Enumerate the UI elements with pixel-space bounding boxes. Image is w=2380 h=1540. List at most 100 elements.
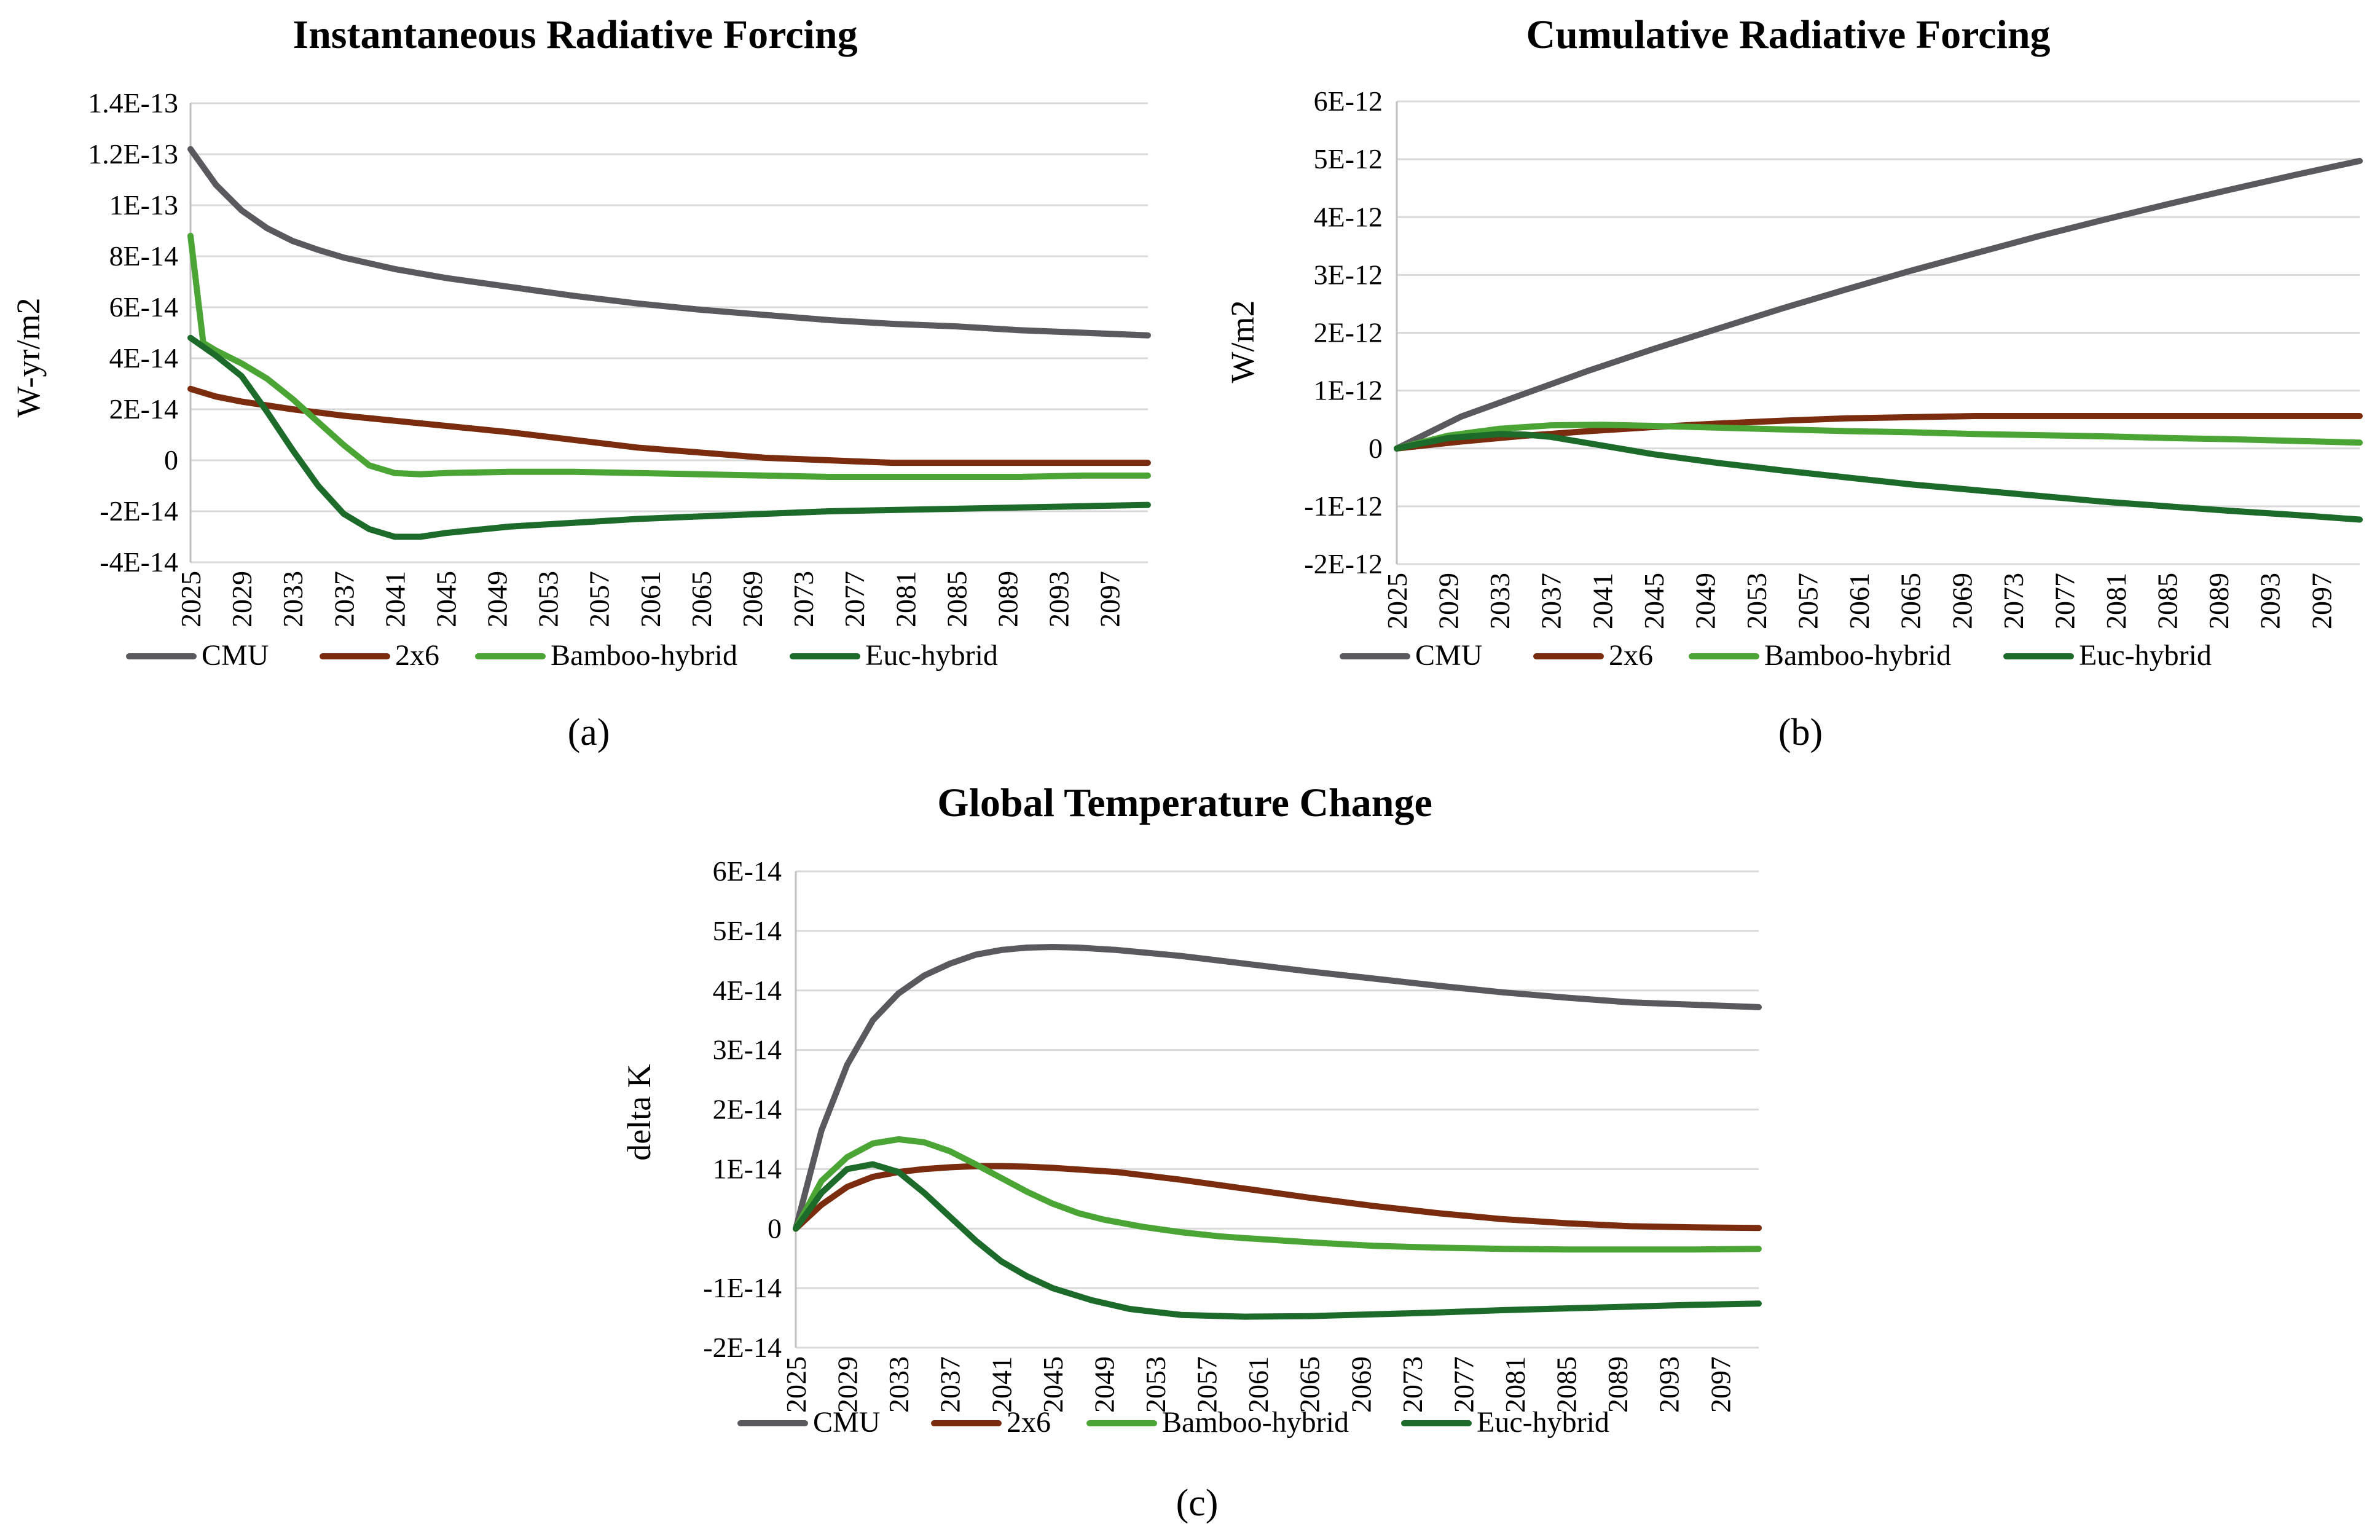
x-tick-label: 2057 bbox=[1192, 1356, 1223, 1413]
chart-title: Global Temperature Change bbox=[937, 780, 1432, 825]
x-tick-label: 2097 bbox=[2306, 573, 2337, 629]
x-tick-label: 2085 bbox=[2152, 573, 2183, 629]
x-tick-label: 2029 bbox=[832, 1356, 863, 1413]
x-tick-label: 2069 bbox=[1946, 573, 1977, 629]
legend-label-cmu: CMU bbox=[813, 1406, 880, 1439]
y-tick-label: -2E-12 bbox=[1304, 548, 1383, 579]
x-tick-label: 2061 bbox=[635, 571, 666, 627]
x-tick-label: 2097 bbox=[1705, 1356, 1736, 1413]
y-tick-label: 6E-12 bbox=[1314, 85, 1383, 117]
y-tick-label: -1E-14 bbox=[703, 1272, 782, 1303]
x-tick-label: 2077 bbox=[1448, 1356, 1479, 1413]
legend-label-cmu: CMU bbox=[202, 639, 269, 672]
x-tick-label: 2025 bbox=[175, 571, 206, 627]
y-tick-label: 6E-14 bbox=[713, 855, 782, 887]
x-tick-label: 2093 bbox=[1654, 1356, 1685, 1413]
y-tick-label: 5E-12 bbox=[1314, 143, 1383, 175]
y-axis-title: W-yr/m2 bbox=[10, 298, 47, 418]
x-tick-label: 2025 bbox=[1381, 573, 1413, 629]
y-tick-label: -4E-14 bbox=[100, 546, 178, 578]
series-line-2x6 bbox=[793, 1163, 1762, 1232]
series-line-2x6 bbox=[187, 385, 1151, 466]
legend-label-2x6: 2x6 bbox=[1609, 639, 1653, 672]
x-tick-label: 2081 bbox=[890, 571, 921, 627]
legend-label-2x6: 2x6 bbox=[1007, 1406, 1051, 1439]
x-tick-label: 2049 bbox=[1689, 573, 1721, 629]
x-tick-label: 2033 bbox=[277, 571, 308, 627]
y-tick-label: 8E-14 bbox=[109, 240, 178, 272]
x-tick-label: 2033 bbox=[1484, 573, 1515, 629]
x-tick-label: 2045 bbox=[1638, 573, 1670, 629]
x-tick-label: 2073 bbox=[1397, 1356, 1428, 1413]
chart-global-temperature-change: Global Temperature Change delta K 6E-14 5… bbox=[621, 780, 1762, 1524]
legend-label-euc-hybrid: Euc-hybrid bbox=[2079, 639, 2212, 672]
series-line-euc-hybrid bbox=[187, 334, 1151, 540]
legend: CMU 2x6 Bamboo-hybrid Euc-hybrid bbox=[126, 639, 998, 672]
y-tick-label: 1E-14 bbox=[713, 1153, 782, 1184]
series-line-bamboo-hybrid bbox=[793, 1136, 1762, 1253]
y-tick-label: 0 bbox=[768, 1212, 782, 1244]
series-line-cmu bbox=[187, 146, 1151, 339]
x-tick-label: 2029 bbox=[1433, 573, 1464, 629]
legend-label-bamboo-hybrid: Bamboo-hybrid bbox=[1764, 639, 1951, 672]
legend-label-euc-hybrid: Euc-hybrid bbox=[865, 639, 998, 672]
x-tick-label: 2081 bbox=[2100, 573, 2132, 629]
y-tick-label: 0 bbox=[164, 444, 178, 476]
plot-area: 6E-14 5E-14 4E-14 3E-14 2E-14 1E-14 0 -1E-14 -2E… bbox=[703, 855, 1762, 1413]
x-tick-label: 2061 bbox=[1844, 573, 1875, 629]
x-tick-label: 2097 bbox=[1094, 571, 1126, 627]
x-tick-label: 2081 bbox=[1499, 1356, 1531, 1413]
series-line-cmu bbox=[1394, 157, 2363, 452]
y-tick-label: 2E-14 bbox=[109, 393, 178, 425]
chart-cumulative-radiative-forcing: Cumulative Radiative Forcing W/m2 6E-12 5… bbox=[1224, 12, 2363, 753]
x-tick-label: 2037 bbox=[935, 1356, 966, 1413]
x-tick-label: 2037 bbox=[1536, 573, 1567, 629]
chart-title: Instantaneous Radiative Forcing bbox=[293, 12, 857, 57]
x-tick-label: 2077 bbox=[2049, 573, 2080, 629]
x-tick-label: 2045 bbox=[1037, 1356, 1069, 1413]
x-tick-label: 2069 bbox=[737, 571, 768, 627]
x-tick-label: 2029 bbox=[226, 571, 257, 627]
series-line-euc-hybrid bbox=[1394, 431, 2363, 523]
y-tick-label: -1E-12 bbox=[1304, 490, 1383, 522]
x-tick-label: 2065 bbox=[686, 571, 717, 627]
panel-label: (a) bbox=[568, 712, 610, 753]
x-tick-label: 2053 bbox=[1741, 573, 1772, 629]
x-tick-label: 2053 bbox=[533, 571, 564, 627]
series-line-cmu bbox=[793, 944, 1762, 1232]
legend-label-cmu: CMU bbox=[1415, 639, 1482, 672]
x-tick-label: 2089 bbox=[1602, 1356, 1633, 1413]
chart-title: Cumulative Radiative Forcing bbox=[1526, 12, 2050, 57]
y-tick-label: -2E-14 bbox=[100, 495, 178, 527]
legend-label-euc-hybrid: Euc-hybrid bbox=[1477, 1406, 1609, 1439]
panel-label: (b) bbox=[1778, 712, 1823, 753]
y-axis-title: W/m2 bbox=[1224, 301, 1261, 383]
x-tick-label: 2057 bbox=[584, 571, 615, 627]
y-tick-label: 2E-14 bbox=[713, 1094, 782, 1125]
series-line-bamboo-hybrid bbox=[1394, 422, 2363, 452]
panel-label: (c) bbox=[1176, 1482, 1219, 1524]
y-tick-label: 1E-13 bbox=[109, 189, 178, 221]
plot-area: 6E-12 5E-12 4E-12 3E-12 2E-12 1E-12 0 -1E-12 -2E… bbox=[1304, 85, 2363, 629]
x-tick-label: 2057 bbox=[1793, 573, 1824, 629]
y-tick-label: 4E-12 bbox=[1314, 201, 1383, 232]
x-tick-label: 2073 bbox=[788, 571, 819, 627]
y-tick-label: 3E-14 bbox=[713, 1034, 782, 1066]
x-tick-label: 2041 bbox=[379, 571, 410, 627]
legend-label-bamboo-hybrid: Bamboo-hybrid bbox=[1162, 1406, 1349, 1439]
x-tick-label: 2041 bbox=[1587, 573, 1618, 629]
x-tick-label: 2085 bbox=[1551, 1356, 1582, 1413]
x-tick-label: 2077 bbox=[839, 571, 870, 627]
x-tick-label: 2093 bbox=[1043, 571, 1075, 627]
legend-label-2x6: 2x6 bbox=[395, 639, 439, 672]
x-tick-label: 2025 bbox=[780, 1356, 812, 1413]
x-tick-label: 2037 bbox=[328, 571, 359, 627]
y-tick-label: 1.4E-13 bbox=[88, 87, 178, 119]
chart-instantaneous-radiative-forcing: Instantaneous Radiative Forcing W-yr/m2 … bbox=[10, 12, 1151, 753]
x-tick-label: 2069 bbox=[1345, 1356, 1377, 1413]
y-tick-label: 5E-14 bbox=[713, 915, 782, 946]
y-tick-label: 1.2E-13 bbox=[88, 138, 178, 170]
y-tick-label: 0 bbox=[1369, 433, 1383, 464]
x-tick-label: 2073 bbox=[1998, 573, 2029, 629]
